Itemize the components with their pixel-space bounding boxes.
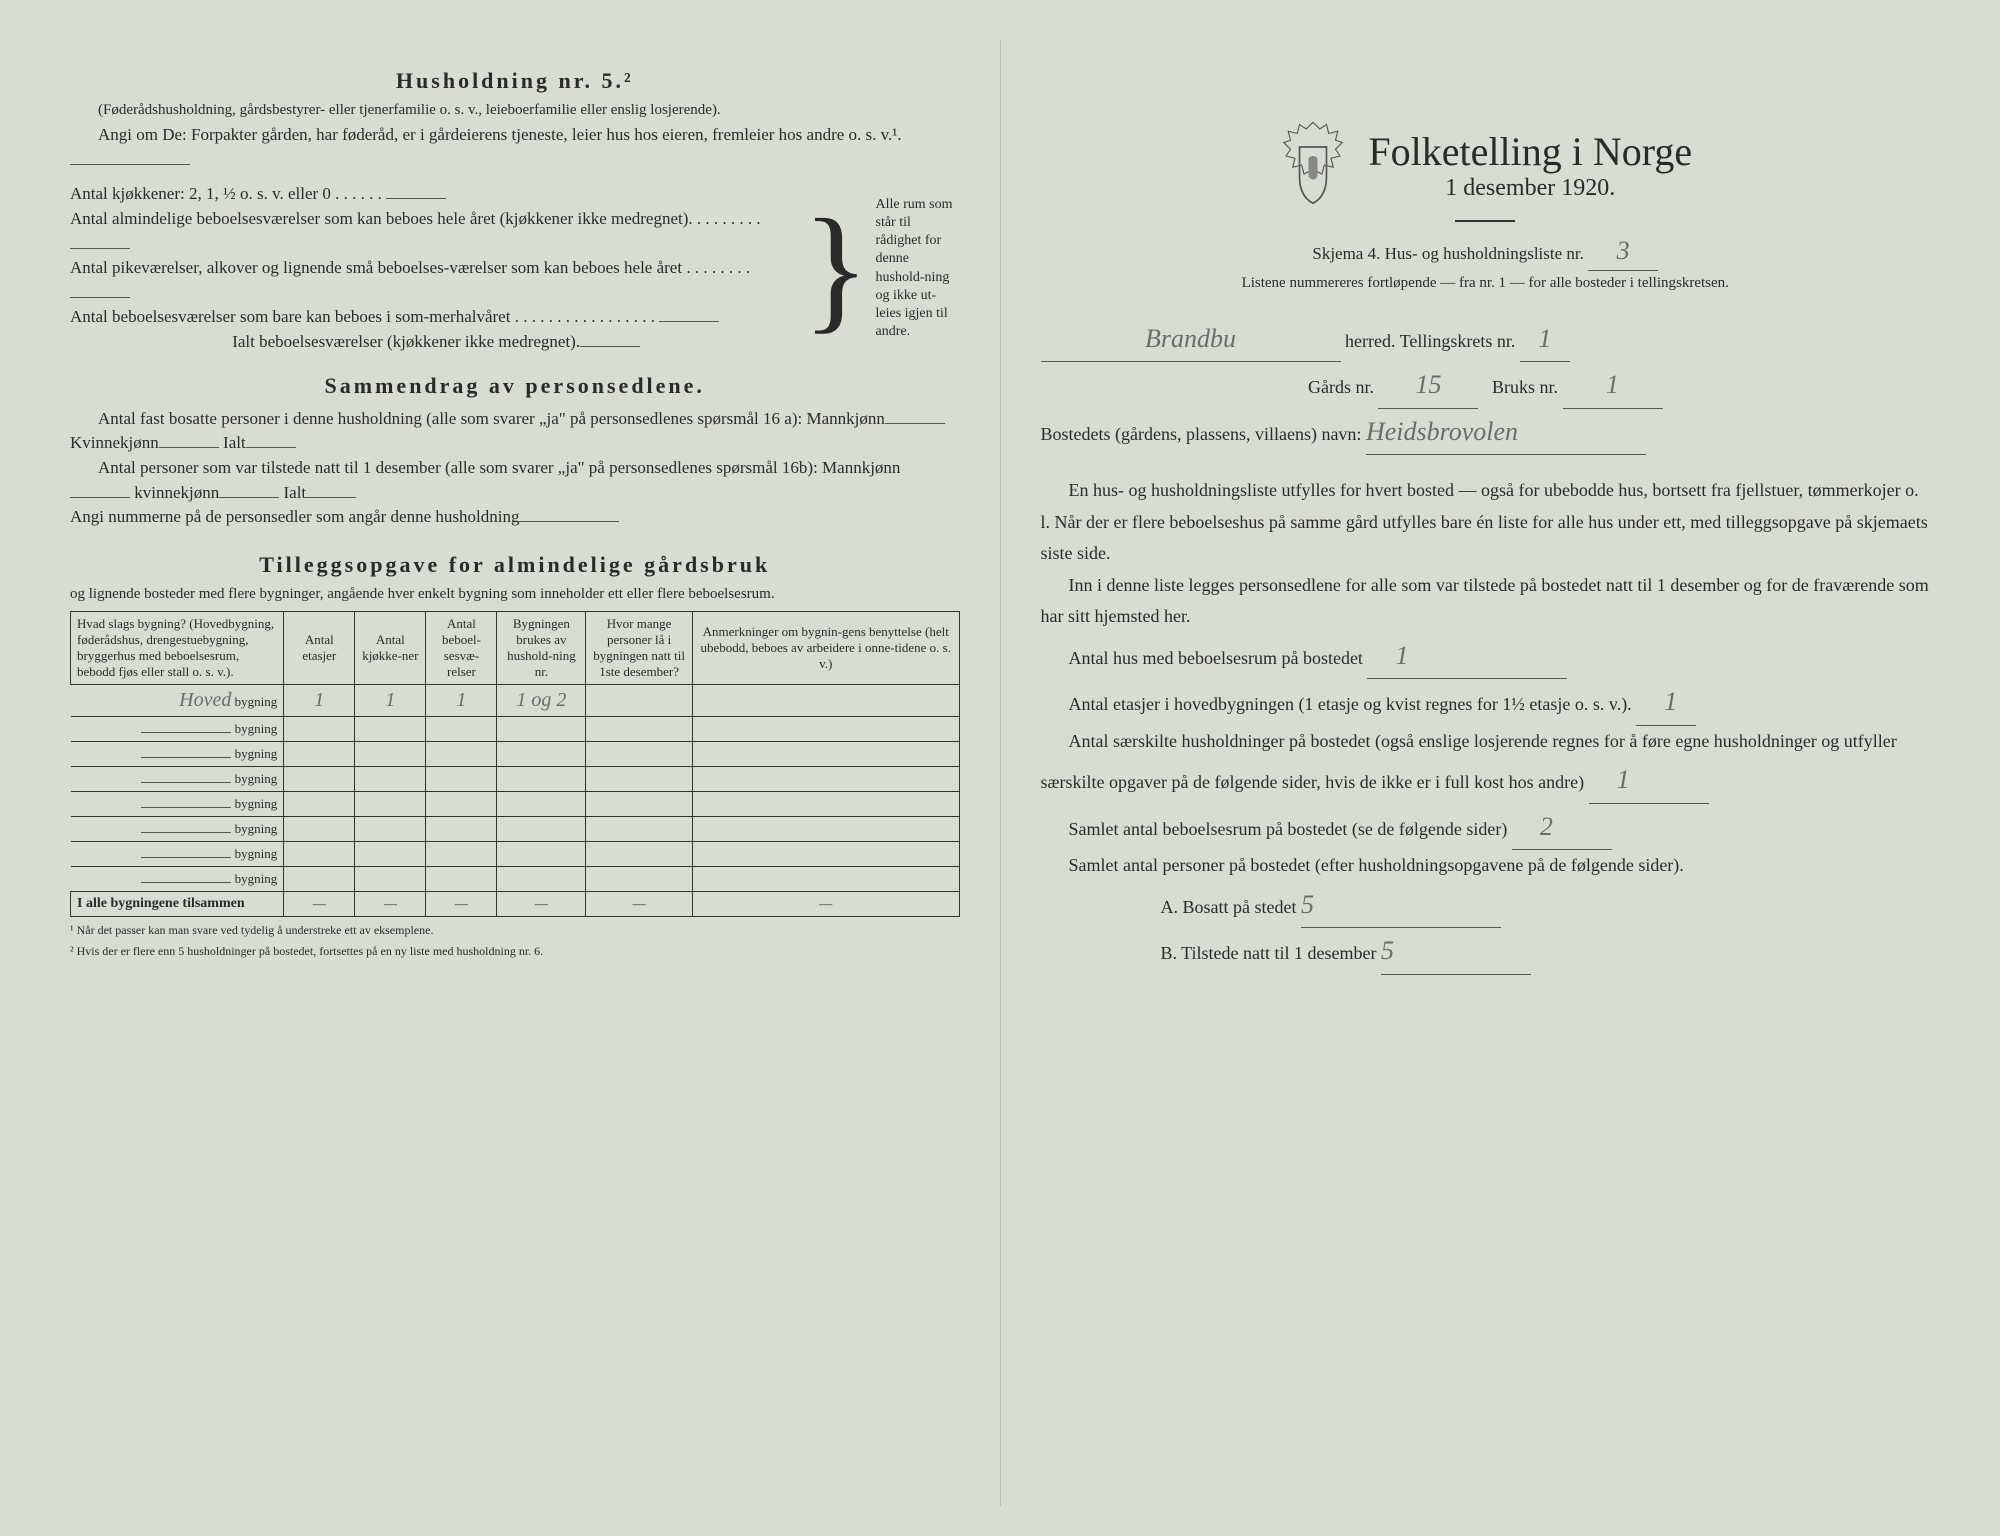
table-row: bygning: [71, 866, 960, 891]
table-row: bygning: [71, 766, 960, 791]
tillegg-title: Tilleggsopgave for almindelige gårdsbruk: [70, 552, 960, 578]
table-row: bygning: [71, 841, 960, 866]
q3-hw: 1: [1617, 765, 1630, 794]
th-col6: Hvor mange personer lå i bygningen natt …: [586, 611, 693, 684]
divider: [1455, 220, 1515, 222]
q4: Samlet antal beboelsesrum på bostedet (s…: [1041, 804, 1931, 851]
rooms-total: Ialt beboelsesværelser (kjøkkener ikke m…: [70, 330, 802, 355]
summary-line2: Antal personer som var tilstede natt til…: [70, 456, 960, 505]
herred-line: Brandbu herred. Tellingskrets nr. 1: [1041, 316, 1931, 363]
kitchen-line: Antal kjøkkener: 2, 1, ½ o. s. v. eller …: [70, 182, 802, 207]
table-row: bygning: [71, 741, 960, 766]
rooms-b: Antal pikeværelser, alkover og lignende …: [70, 256, 802, 305]
q5: Samlet antal personer på bostedet (efter…: [1041, 850, 1931, 882]
bruks-hw: 1: [1606, 370, 1619, 399]
th-col2: Antal etasjer: [284, 611, 355, 684]
qB: B. Tilstede natt til 1 desember 5: [1041, 928, 1931, 975]
th-col3: Antal kjøkke-ner: [355, 611, 426, 684]
h5-line1: Angi om De: Forpakter gården, har føderå…: [70, 123, 960, 172]
left-page: Husholdning nr. 5.² (Føderådshusholdning…: [30, 40, 1001, 1506]
rooms-a: Antal almindelige beboelsesværelser som …: [70, 207, 802, 256]
gards-line: Gårds nr. 15 Bruks nr. 1: [1041, 362, 1931, 409]
footnote-1: ¹ Når det passer kan man svare ved tydel…: [70, 923, 960, 938]
q1: Antal hus med beboelsesrum på bostedet 1: [1041, 633, 1931, 680]
q2: Antal etasjer i hovedbygningen (1 etasje…: [1041, 679, 1931, 726]
th-col5: Bygningen brukes av hushold-ning nr.: [497, 611, 586, 684]
krets-hw: 1: [1538, 324, 1551, 353]
para2: Inn i denne liste legges personsedlene f…: [1041, 570, 1931, 633]
census-title: Folketelling i Norge: [1368, 128, 1692, 175]
summary-line3: Angi nummerne på de personsedler som ang…: [70, 505, 960, 530]
table-row: Hoved bygning1111 og 2: [71, 684, 960, 716]
right-page: Folketelling i Norge 1 desember 1920. Sk…: [1001, 40, 1971, 1506]
qA-hw: 5: [1301, 890, 1314, 919]
bosted-hw: Heidsbrovolen: [1366, 417, 1518, 446]
coat-of-arms-icon: [1278, 120, 1348, 210]
q3: Antal særskilte husholdninger på bostede…: [1041, 726, 1931, 804]
para1: En hus- og husholdningsliste utfylles fo…: [1041, 475, 1931, 570]
h5-title: Husholdning nr. 5.²: [70, 68, 960, 94]
list-nr-hw: 3: [1617, 236, 1630, 265]
tillegg-sub: og lignende bosteder med flere bygninger…: [70, 586, 960, 603]
th-col1: Hvad slags bygning? (Hovedbygning, føder…: [71, 611, 284, 684]
table-row: bygning: [71, 816, 960, 841]
h5-subtitle: (Føderådshusholdning, gårdsbestyrer- ell…: [70, 102, 960, 119]
gards-hw: 15: [1415, 370, 1441, 399]
q2-hw: 1: [1664, 687, 1677, 716]
census-date: 1 desember 1920.: [1368, 175, 1692, 202]
th-col4: Antal beboel-sesvæ-relser: [426, 611, 497, 684]
bosted-line: Bostedets (gårdens, plassens, villaens) …: [1041, 409, 1931, 456]
q1-hw: 1: [1395, 641, 1408, 670]
liste-note: Listene nummereres fortløpende — fra nr.…: [1041, 275, 1931, 292]
rooms-block: Antal kjøkkener: 2, 1, ½ o. s. v. eller …: [70, 182, 802, 354]
th-col7: Anmerkninger om bygnin-gens benyttelse (…: [692, 611, 959, 684]
skjema-line: Skjema 4. Hus- og husholdningsliste nr. …: [1041, 232, 1931, 271]
qA: A. Bosatt på stedet 5: [1041, 882, 1931, 929]
herred-hw: Brandbu: [1145, 324, 1236, 353]
table-row: bygning: [71, 716, 960, 741]
brace: }: [802, 182, 869, 354]
footnote-2: ² Hvis der er flere enn 5 husholdninger …: [70, 944, 960, 959]
building-table: Hvad slags bygning? (Hovedbygning, føder…: [70, 611, 960, 917]
table-total-row: I alle bygningene tilsammen——————: [71, 891, 960, 916]
q4-hw: 2: [1540, 812, 1553, 841]
table-row: bygning: [71, 791, 960, 816]
summary-line1: Antal fast bosatte personer i denne hush…: [70, 407, 960, 456]
side-note: Alle rum som står til rådighet for denne…: [870, 182, 960, 354]
qB-hw: 5: [1381, 936, 1394, 965]
rooms-c: Antal beboelsesværelser som bare kan beb…: [70, 305, 802, 330]
summary-title: Sammendrag av personsedlene.: [70, 373, 960, 399]
